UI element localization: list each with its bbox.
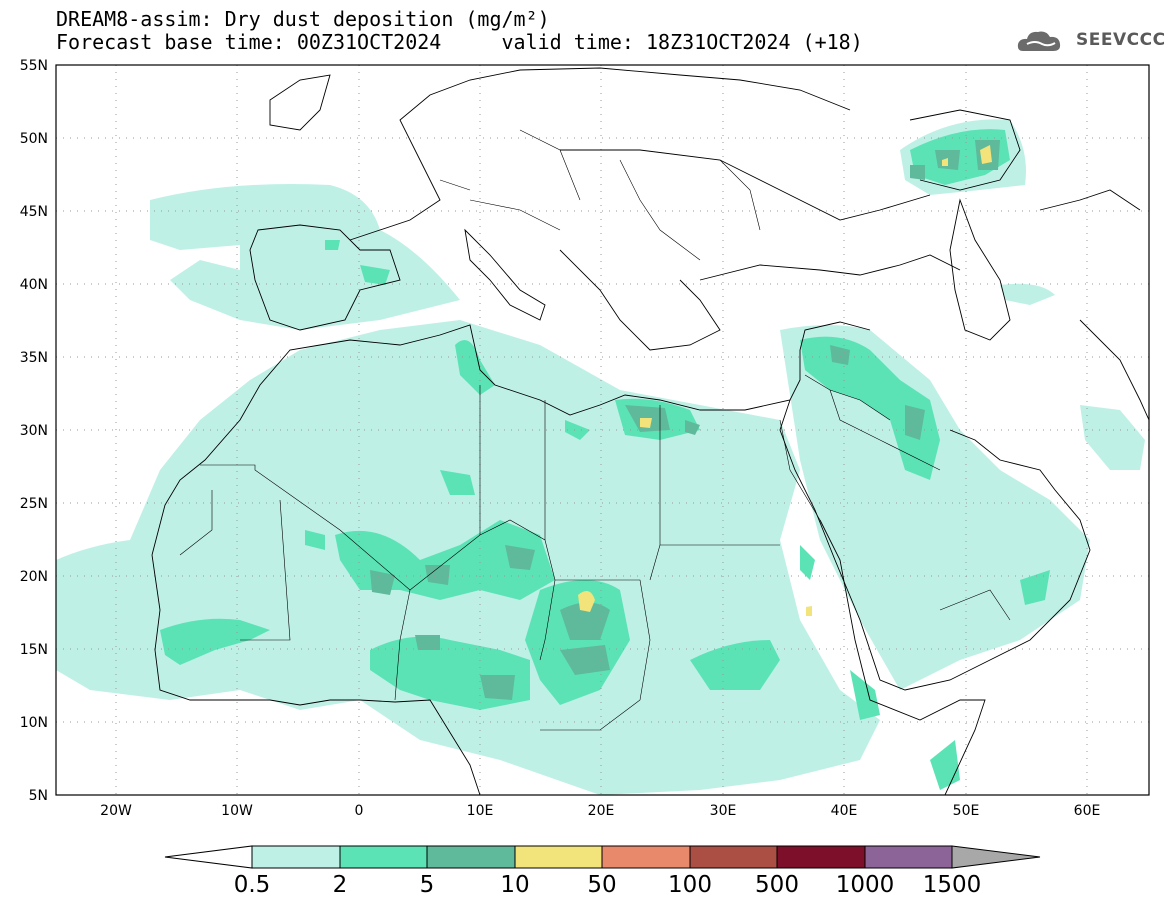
colorbar-swatch	[689, 845, 778, 869]
lon-label: 30E	[710, 803, 737, 819]
deposition-level-5	[370, 140, 1000, 700]
colorbar-label: 2	[333, 872, 348, 898]
logo-text: SEEVCCC	[1076, 30, 1165, 50]
colorbar-label: 1500	[923, 872, 982, 898]
lat-label: 30N	[20, 423, 48, 439]
lon-label: 20W	[100, 803, 132, 819]
colorbar-label: 500	[755, 872, 799, 898]
deposition-level-10	[578, 145, 992, 616]
colorbar-swatch	[426, 845, 516, 869]
latitude-labels: 5N 10N 15N 20N 25N 30N 35N 40N 45N 50N 5…	[20, 58, 48, 804]
colorbar-swatch	[339, 845, 428, 869]
lat-label: 45N	[20, 204, 48, 220]
grid-lines	[56, 65, 1149, 795]
longitude-labels: 20W 10W 0 10E 20E 30E 40E 50E 60E	[100, 803, 1100, 819]
colorbar-swatch	[514, 845, 603, 869]
map-frame	[55, 64, 1150, 796]
map-subtitle: Forecast base time: 00Z31OCT2024 valid t…	[56, 30, 863, 54]
colorbar-under-arrow	[164, 845, 253, 869]
lat-label: 10N	[20, 715, 48, 731]
colorbar-over-arrow	[951, 845, 1041, 869]
lat-label: 25N	[20, 496, 48, 512]
lat-label: 15N	[20, 642, 48, 658]
colorbar-swatch	[601, 845, 691, 869]
deposition-fields	[56, 119, 1145, 795]
colorbar: 0.5 2 5 10 50 100 500 1000 1500	[164, 845, 1041, 898]
colorbar-swatch	[251, 845, 341, 869]
colorbar-label: 50	[587, 872, 616, 898]
lat-label: 55N	[20, 58, 48, 74]
map-title: DREAM8-assim: Dry dust deposition (mg/m²…	[56, 7, 550, 31]
lat-label: 35N	[20, 350, 48, 366]
lon-label: 10E	[467, 803, 494, 819]
colorbar-label: 10	[500, 872, 529, 898]
lon-label: 50E	[953, 803, 980, 819]
colorbar-label: 5	[420, 872, 435, 898]
colorbar-label: 0.5	[234, 872, 271, 898]
lat-label: 40N	[20, 277, 48, 293]
coastlines	[151, 67, 1149, 795]
lon-label: 0	[355, 803, 364, 819]
lat-label: 20N	[20, 569, 48, 585]
lat-label: 5N	[29, 788, 48, 804]
colorbar-swatch	[776, 845, 866, 869]
colorbar-label: 1000	[836, 872, 895, 898]
lon-label: 40E	[831, 803, 858, 819]
colorbar-swatch	[864, 845, 953, 869]
country-borders	[179, 129, 1011, 731]
lon-label: 60E	[1074, 803, 1101, 819]
lon-label: 10W	[221, 803, 253, 819]
cloud-icon	[1017, 31, 1061, 51]
colorbar-label: 100	[668, 872, 712, 898]
lon-label: 20E	[588, 803, 615, 819]
lat-label: 50N	[20, 131, 48, 147]
